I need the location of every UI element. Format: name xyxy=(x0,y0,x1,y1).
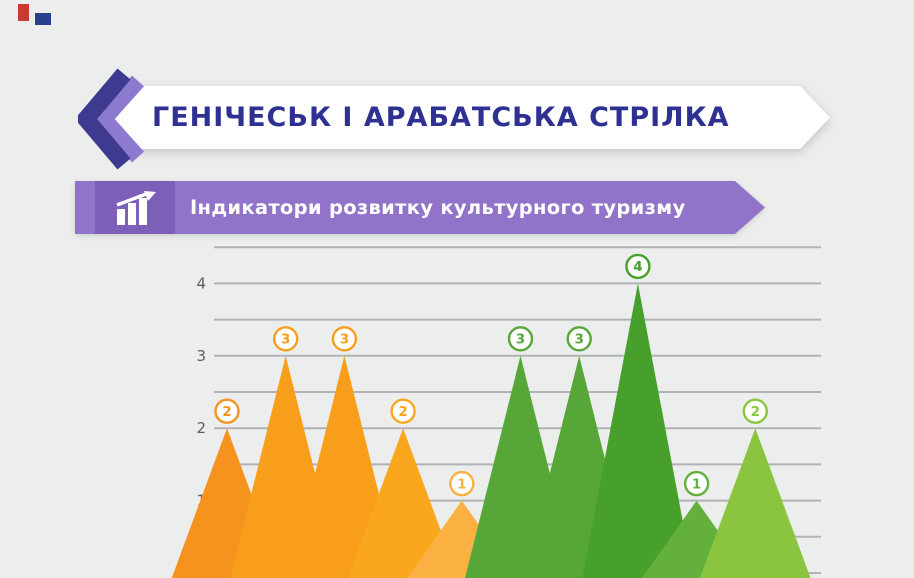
chevron-light xyxy=(93,75,144,163)
banner-icon-block xyxy=(95,181,175,234)
value-badge xyxy=(507,326,534,352)
page-title: ГЕНІЧЕСЬК І АРАБАТСЬКА СТРІЛКА xyxy=(152,102,730,133)
value-badge xyxy=(742,398,768,424)
value-badge xyxy=(449,470,475,497)
value-badge-label: 1 xyxy=(457,476,466,492)
value-badge-label: 3 xyxy=(516,332,525,348)
peak-4 xyxy=(347,428,459,578)
title-ribbon: ГЕНІЧЕСЬК І АРАБАТСЬКА СТРІЛКА xyxy=(112,86,830,149)
value-badge xyxy=(566,326,592,352)
value-badge-label: 1 xyxy=(692,476,701,492)
bar-chart-trend-icon xyxy=(113,191,157,225)
section-banner-label: Індикатори розвитку культурного туризму xyxy=(190,196,686,219)
value-badge xyxy=(273,326,299,352)
value-badge-label: 4 xyxy=(633,259,642,275)
decor-red-mark xyxy=(18,4,29,21)
value-badge-label: 3 xyxy=(281,332,290,348)
value-badge-label: 3 xyxy=(574,332,583,348)
y-tick-label: 2 xyxy=(196,419,206,437)
value-badge xyxy=(331,326,358,352)
value-badge xyxy=(214,398,240,424)
section-banner: Індикатори розвитку культурного туризму xyxy=(75,181,765,234)
chevron-decoration-icon xyxy=(78,68,144,170)
peak-10 xyxy=(700,428,811,578)
value-badge-label: 2 xyxy=(751,404,760,420)
value-badge-label: 2 xyxy=(222,404,231,420)
y-tick-label: 3 xyxy=(196,347,206,365)
title-ribbon-wrap: ГЕНІЧЕСЬК І АРАБАТСЬКА СТРІЛКА xyxy=(112,86,830,149)
chevron-dark xyxy=(78,68,131,170)
section-banner-wrap: Індикатори розвитку культурного туризму xyxy=(75,181,765,234)
value-badge-label: 3 xyxy=(340,332,349,348)
value-badge xyxy=(683,470,710,497)
value-badge-label: 2 xyxy=(398,404,407,420)
decor-blue-mark xyxy=(35,13,51,25)
y-tick-label: 4 xyxy=(196,274,206,292)
value-badge xyxy=(625,253,651,280)
peak-8 xyxy=(582,283,694,578)
value-badge xyxy=(390,398,416,424)
